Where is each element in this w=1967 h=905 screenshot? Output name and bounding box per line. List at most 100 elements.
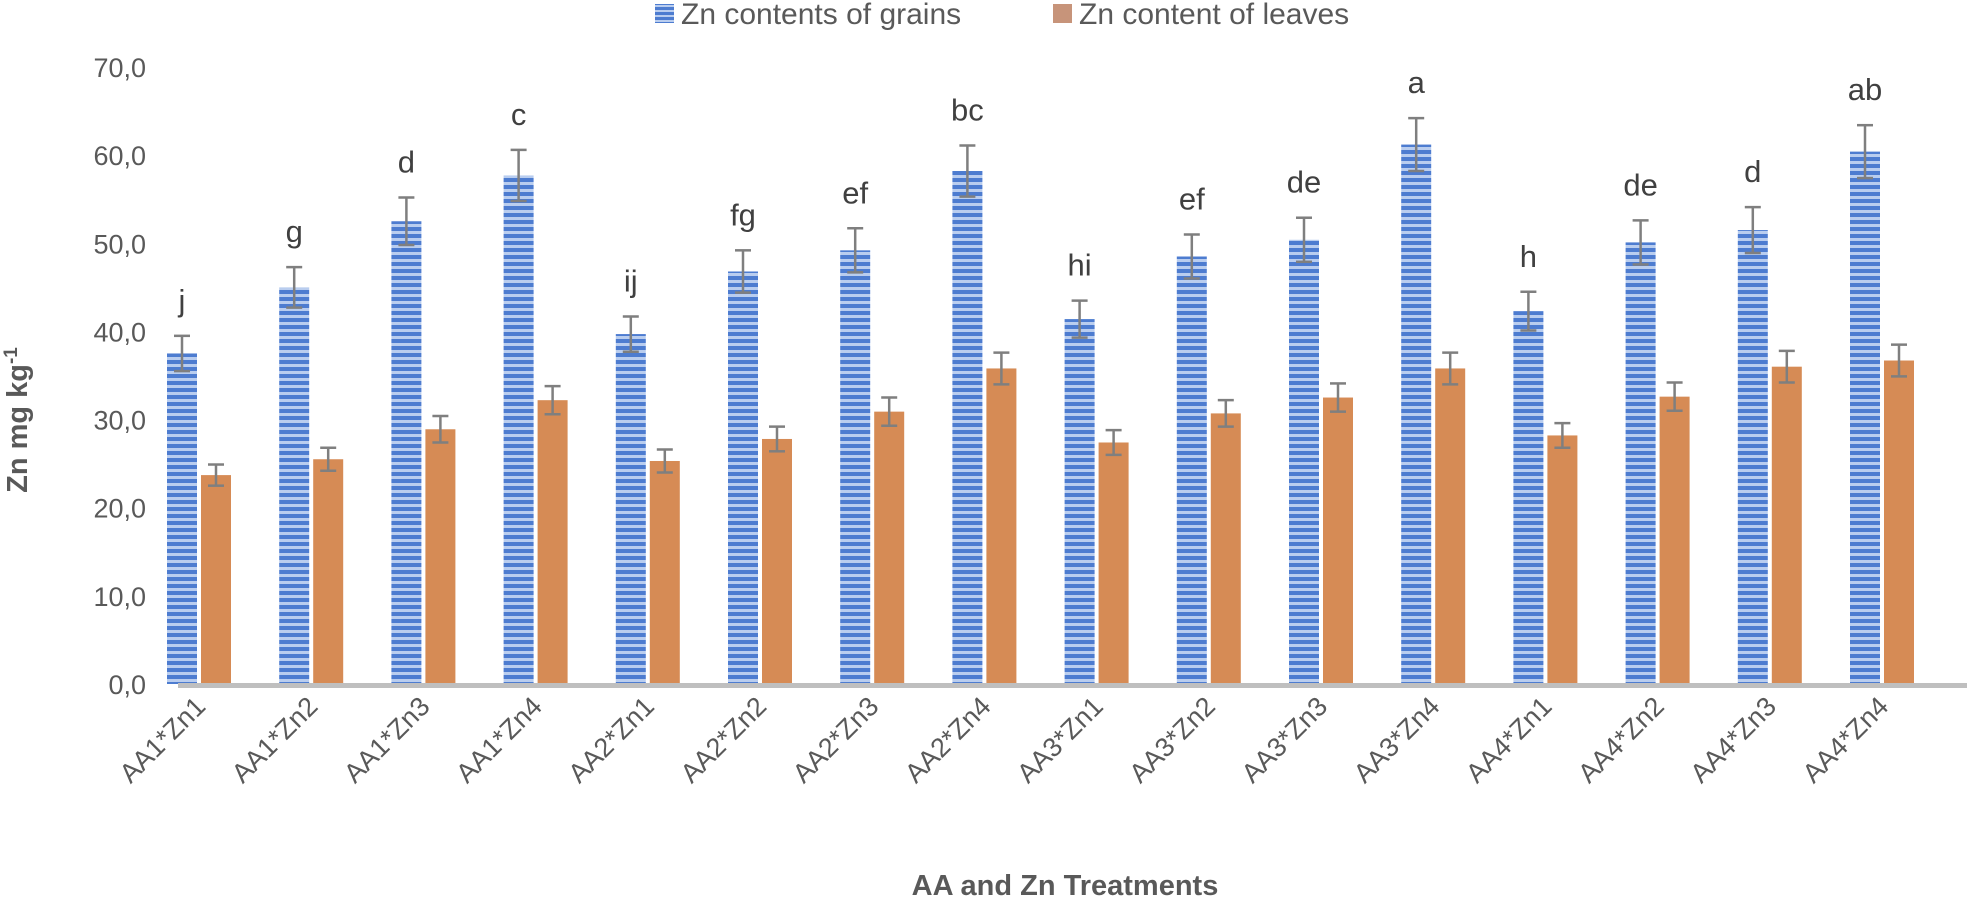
x-tick-label: AA1*Zn2	[226, 691, 324, 789]
x-tick-label: AA2*Zn4	[899, 691, 997, 789]
error-bar	[1666, 381, 1683, 413]
bar-grains	[1289, 239, 1319, 684]
error-bar	[398, 196, 415, 247]
significance-letter: bc	[951, 92, 984, 127]
legend-label-grains: Zn contents of grains	[681, 0, 961, 31]
significance-letter: j	[178, 283, 186, 318]
bar-grains	[279, 287, 310, 684]
error-bar	[286, 265, 303, 309]
bar-leaves	[1323, 397, 1353, 684]
x-tick-label: AA3*Zn2	[1123, 691, 1221, 789]
bar-leaves	[201, 475, 231, 684]
bar-leaves	[1098, 442, 1129, 684]
significance-letter: c	[511, 97, 527, 132]
bar-grains	[391, 221, 422, 684]
x-tick-label: AA4*Zn2	[1572, 691, 1670, 789]
x-tick-label: AA1*Zn1	[114, 691, 212, 789]
significance-letter: ef	[842, 175, 868, 210]
bar-leaves	[874, 411, 905, 684]
error-bar	[769, 425, 785, 453]
y-axis-title: Zn mg kg-1	[1, 347, 34, 493]
bar-grains	[167, 353, 197, 684]
significance-letter: d	[398, 144, 415, 179]
significance-letters: j g d c ij fg ef bc hi ef de a h de d ab	[178, 65, 1883, 318]
significance-letter: h	[1520, 239, 1537, 274]
significance-letter: hi	[1068, 248, 1092, 283]
bar-leaves	[762, 438, 792, 684]
error-bar	[1520, 290, 1537, 332]
error-bar	[881, 396, 898, 427]
bars	[167, 144, 1914, 685]
error-bar	[174, 334, 190, 373]
error-bar	[735, 249, 751, 294]
y-tick-label: 70,0	[93, 53, 146, 83]
error-bar	[1744, 205, 1761, 255]
bar-grains	[1513, 311, 1544, 684]
bar-grains	[1176, 256, 1207, 684]
error-bar	[1778, 349, 1795, 384]
error-bar	[1408, 116, 1425, 173]
y-tick-label: 0,0	[108, 670, 146, 700]
error-bar	[993, 351, 1010, 386]
error-bar	[544, 384, 561, 416]
bar-leaves	[537, 400, 568, 684]
x-tick-label: AA4*Zn3	[1684, 691, 1782, 789]
error-bars	[174, 116, 1907, 487]
error-bar	[1442, 351, 1459, 386]
bar-grains	[1401, 144, 1432, 684]
error-bar	[1105, 428, 1122, 457]
x-tick-label: AA3*Zn1	[1011, 691, 1109, 789]
bar-leaves	[313, 459, 344, 684]
x-tick-labels: AA1*Zn1 AA1*Zn2 AA1*Zn3 AA1*Zn4 AA2*Zn1 AA2*Z…	[114, 691, 1895, 789]
error-bar	[320, 446, 337, 472]
x-axis-line	[178, 683, 1967, 688]
significance-letter: fg	[730, 197, 756, 232]
y-tick-label: 50,0	[93, 229, 146, 259]
error-bar	[1296, 216, 1312, 264]
bar-leaves	[1884, 360, 1914, 684]
bar-grains	[840, 250, 871, 684]
bar-grains	[1064, 319, 1095, 684]
y-tick-label: 30,0	[93, 406, 146, 436]
error-bar	[432, 414, 449, 444]
bar-leaves	[1435, 368, 1466, 684]
bar-grains	[615, 334, 646, 684]
bar-grains	[728, 271, 758, 684]
x-tick-label: AA2*Zn1	[562, 691, 660, 789]
y-tick-label: 20,0	[93, 494, 146, 524]
bar-grains	[952, 171, 983, 685]
significance-letter: de	[1623, 167, 1657, 202]
error-bar	[1330, 382, 1346, 413]
bar-grains	[1625, 242, 1656, 684]
legend-swatch-leaves	[1053, 4, 1072, 23]
bar-grains	[503, 175, 534, 684]
x-tick-label: AA4*Zn1	[1460, 691, 1558, 789]
error-bar	[1183, 233, 1200, 280]
x-tick-label: AA3*Zn4	[1348, 691, 1446, 789]
error-bar	[510, 148, 527, 203]
legend: Zn contents of grains Zn content of leav…	[655, 0, 1349, 31]
x-axis-title: AA and Zn Treatments	[912, 870, 1219, 902]
y-tick-label: 10,0	[93, 582, 146, 612]
significance-letter: ij	[624, 263, 638, 298]
bar-leaves	[986, 368, 1017, 684]
error-bar	[1554, 421, 1571, 450]
x-tick-label: AA3*Zn3	[1236, 691, 1334, 789]
y-tick-labels: 0,0 10,0 20,0 30,0 40,0 50,0 60,0 70,0	[93, 53, 146, 700]
x-tick-label: AA2*Zn3	[787, 691, 885, 789]
error-bar	[1632, 219, 1649, 266]
error-bar	[959, 144, 976, 198]
x-tick-label: AA1*Zn3	[338, 691, 436, 789]
error-bar	[1217, 398, 1234, 428]
x-tick-label: AA1*Zn4	[450, 691, 548, 789]
bar-leaves	[1210, 413, 1241, 684]
significance-letter: a	[1408, 65, 1426, 100]
bar-leaves	[1659, 396, 1690, 684]
x-tick-label: AA4*Zn4	[1797, 691, 1895, 789]
legend-label-leaves: Zn content of leaves	[1079, 0, 1349, 31]
legend-swatch-grains	[655, 4, 674, 23]
bar-leaves	[1547, 435, 1578, 684]
y-tick-label: 40,0	[93, 317, 146, 347]
significance-letter: ab	[1848, 72, 1882, 107]
bar-leaves	[425, 429, 456, 684]
